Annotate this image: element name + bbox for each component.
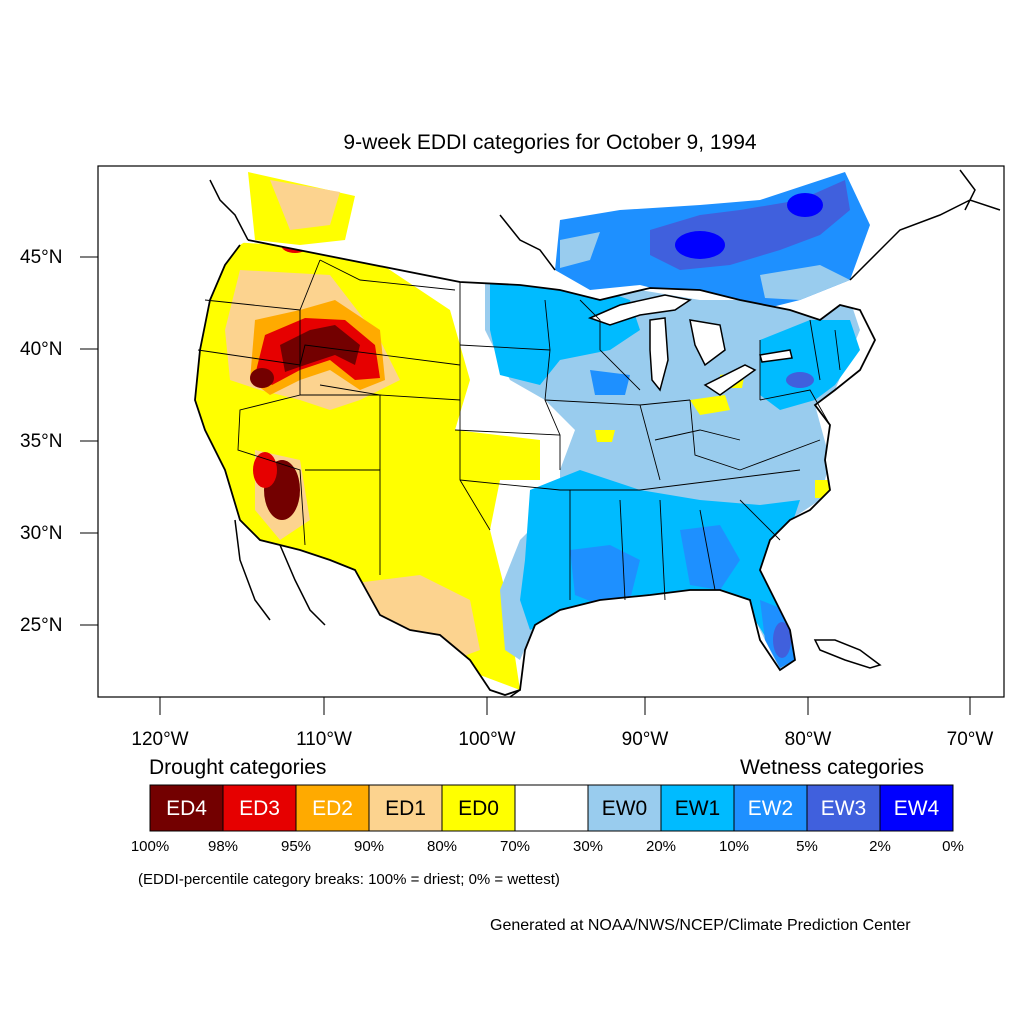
legend-label-ew1: EW1: [675, 797, 721, 820]
florida-wet-ew3: [773, 622, 791, 658]
legend-break-2: 95%: [281, 838, 311, 855]
northeast-wet-ew1: [760, 320, 860, 410]
nevada-drought-ed4: [250, 368, 274, 388]
legend-colorbar: ED4 ED3 ED2 ED1 ED0 EW0 EW1 EW2 EW3 EW4: [149, 784, 954, 832]
lon-label-80: 80°W: [785, 729, 832, 750]
legend-box-ed1: [368, 784, 443, 832]
east-wet-ew2: [570, 370, 795, 668]
legend-break-0: 100%: [131, 838, 169, 855]
legend-break-10: 2%: [869, 838, 891, 855]
lon-label-120: 120°W: [131, 729, 188, 750]
lake-huron: [689, 319, 726, 367]
lat-label-25: 25°N: [20, 615, 62, 636]
southwest-drought-ed3: [253, 452, 277, 488]
lake-superior: [587, 294, 692, 326]
legend-break-7: 20%: [646, 838, 676, 855]
lat-axis: [80, 256, 98, 626]
credit-text: Generated at NOAA/NWS/NCEP/Climate Predi…: [490, 917, 911, 934]
virginia-wet-ew3: [786, 372, 814, 388]
legend-label-ed4: ED4: [166, 797, 207, 820]
drought-categories-heading: Drought categories: [149, 756, 327, 779]
legend-box-ed3: [222, 784, 297, 832]
legend-label-ed3: ED3: [239, 797, 280, 820]
legend-break-11: 0%: [942, 838, 964, 855]
map-title: 9-week EDDI categories for October 9, 19…: [343, 131, 757, 154]
legend-box-neutral: [514, 784, 589, 832]
lake-erie: [703, 364, 757, 396]
state-borders: [197, 259, 841, 601]
legend-box-ew2: [733, 784, 808, 832]
lon-label-110: 110°W: [296, 729, 352, 750]
map-frame: [97, 165, 1005, 698]
lat-label-30: 30°N: [20, 523, 62, 544]
cuba-outline: [813, 639, 882, 669]
legend-break-1: 98%: [208, 838, 238, 855]
legend-label-ed1: ED1: [385, 797, 426, 820]
legend-label-ew0: EW0: [602, 797, 648, 820]
legend-label-ed0: ED0: [458, 797, 499, 820]
lon-label-100: 100°W: [458, 729, 515, 750]
canada-wet-max-2: [787, 193, 823, 217]
east-wet-ew1: [490, 275, 640, 385]
legend-breaks: 100% 98% 95% 90% 80% 70% 30% 20% 10% 5% 2% 0%: [131, 838, 964, 855]
legend-box-ed4: [149, 784, 224, 832]
canada-wet-max: [675, 231, 725, 259]
legend-box-ew4: [879, 784, 954, 832]
us-outline: [194, 239, 877, 696]
mexico-coast: [234, 519, 521, 697]
legend-label-ew3: EW3: [821, 797, 867, 820]
legend-label-ew4: EW4: [894, 797, 940, 820]
canada-drought-core: [270, 180, 340, 230]
legend-break-9: 5%: [796, 838, 818, 855]
legend-box-ew1: [660, 784, 735, 832]
carolina-dry-ed0: [815, 480, 830, 498]
canada-coast: [209, 169, 1001, 281]
lat-label-35: 35°N: [20, 431, 62, 452]
lon-label-70: 70°W: [947, 729, 994, 750]
legend-break-6: 30%: [573, 838, 603, 855]
wetness-categories-heading: Wetness categories: [740, 756, 925, 779]
legend-box-ed2: [295, 784, 370, 832]
legend-label-ew2: EW2: [748, 797, 794, 820]
legend-box-ed0: [441, 784, 516, 832]
legend-break-4: 80%: [427, 838, 457, 855]
lon-axis: [159, 697, 971, 715]
lake-ontario: [759, 349, 793, 363]
legend-break-8: 10%: [719, 838, 749, 855]
lon-label-90: 90°W: [622, 729, 669, 750]
canada-wet-edge: [560, 232, 850, 300]
legend-box-ew0: [587, 784, 662, 832]
legend-break-3: 90%: [354, 838, 384, 855]
legend-break-5: 70%: [500, 838, 530, 855]
lat-label-40: 40°N: [20, 339, 62, 360]
ohio-dry-ed0: [690, 395, 730, 415]
legend-box-ew3: [806, 784, 881, 832]
southeast-wet-ew1: [520, 470, 800, 660]
iowa-dry-ed0: [595, 430, 615, 442]
legend-label-ed2: ED2: [312, 797, 353, 820]
lat-label-45: 45°N: [20, 247, 62, 268]
category-breaks-note: (EDDI-percentile category breaks: 100% =…: [138, 871, 560, 888]
lake-michigan: [649, 317, 669, 392]
